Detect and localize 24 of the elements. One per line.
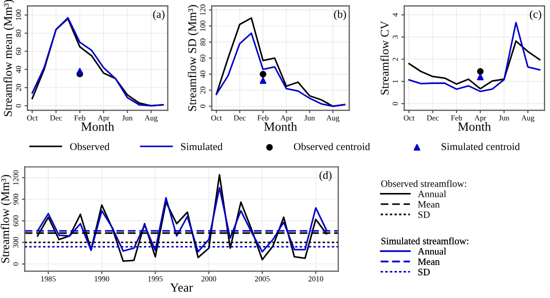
legend-label: Simulated centroid (442, 142, 520, 150)
legend-label: Observed (70, 142, 110, 150)
y-axis-title: Streamflow CV (380, 21, 389, 95)
text: Simulated streamflow: (381, 237, 468, 244)
legend-label: Simulated (181, 142, 223, 150)
annotation: (b) (334, 10, 346, 20)
legend-label: Annual (418, 190, 446, 198)
legend-label: Observed centroid (294, 142, 370, 150)
legend-label: Mean (418, 201, 440, 208)
legend-label: Annual (418, 248, 446, 255)
y-axis-title: Streamflow mean (Mm³) (3, 0, 14, 116)
legend-label: Mean (418, 258, 440, 265)
y-axis-title: Streamflow SD (Mm³) (188, 5, 199, 111)
annotation: (a) (153, 10, 164, 20)
legend-label: SD (418, 211, 430, 218)
text: Observed streamflow: (381, 180, 466, 187)
annotation: (d) (320, 171, 332, 182)
legend-label: SD (418, 268, 430, 276)
x-axis-title: Month (264, 122, 298, 131)
x-axis-title: Month (458, 122, 491, 131)
x-axis-title: Month (81, 122, 114, 131)
y-axis-title: Streamflow (Mm³) (0, 174, 12, 263)
x-axis-title: Year (170, 283, 193, 292)
annotation: (c) (530, 10, 542, 20)
